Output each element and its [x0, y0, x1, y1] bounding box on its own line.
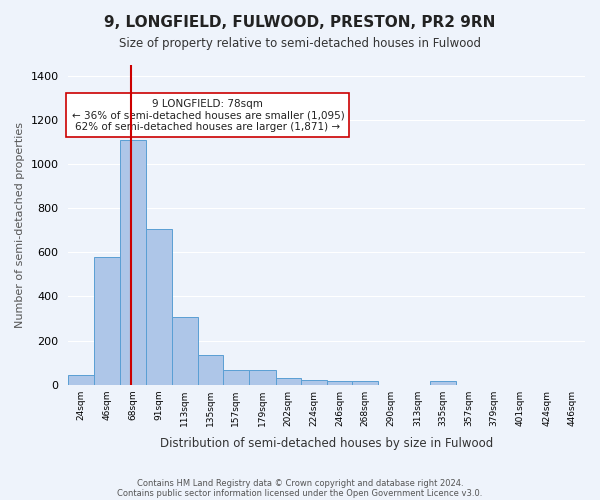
Text: 9, LONGFIELD, FULWOOD, PRESTON, PR2 9RN: 9, LONGFIELD, FULWOOD, PRESTON, PR2 9RN — [104, 15, 496, 30]
Bar — [197, 355, 223, 384]
Y-axis label: Number of semi-detached properties: Number of semi-detached properties — [15, 122, 25, 328]
Bar — [275, 378, 301, 384]
Bar — [119, 140, 146, 384]
Text: Size of property relative to semi-detached houses in Fulwood: Size of property relative to semi-detach… — [119, 38, 481, 51]
Bar — [94, 257, 119, 384]
Bar — [68, 374, 94, 384]
Text: Contains HM Land Registry data © Crown copyright and database right 2024.: Contains HM Land Registry data © Crown c… — [137, 478, 463, 488]
Text: 9 LONGFIELD: 78sqm
← 36% of semi-detached houses are smaller (1,095)
62% of semi: 9 LONGFIELD: 78sqm ← 36% of semi-detache… — [71, 98, 344, 132]
Bar — [223, 370, 249, 384]
Bar — [352, 380, 378, 384]
Bar — [430, 382, 456, 384]
X-axis label: Distribution of semi-detached houses by size in Fulwood: Distribution of semi-detached houses by … — [160, 437, 493, 450]
Bar — [146, 229, 172, 384]
Bar — [301, 380, 327, 384]
Bar — [327, 380, 352, 384]
Text: Contains public sector information licensed under the Open Government Licence v3: Contains public sector information licen… — [118, 488, 482, 498]
Bar — [249, 370, 275, 384]
Bar — [172, 318, 197, 384]
